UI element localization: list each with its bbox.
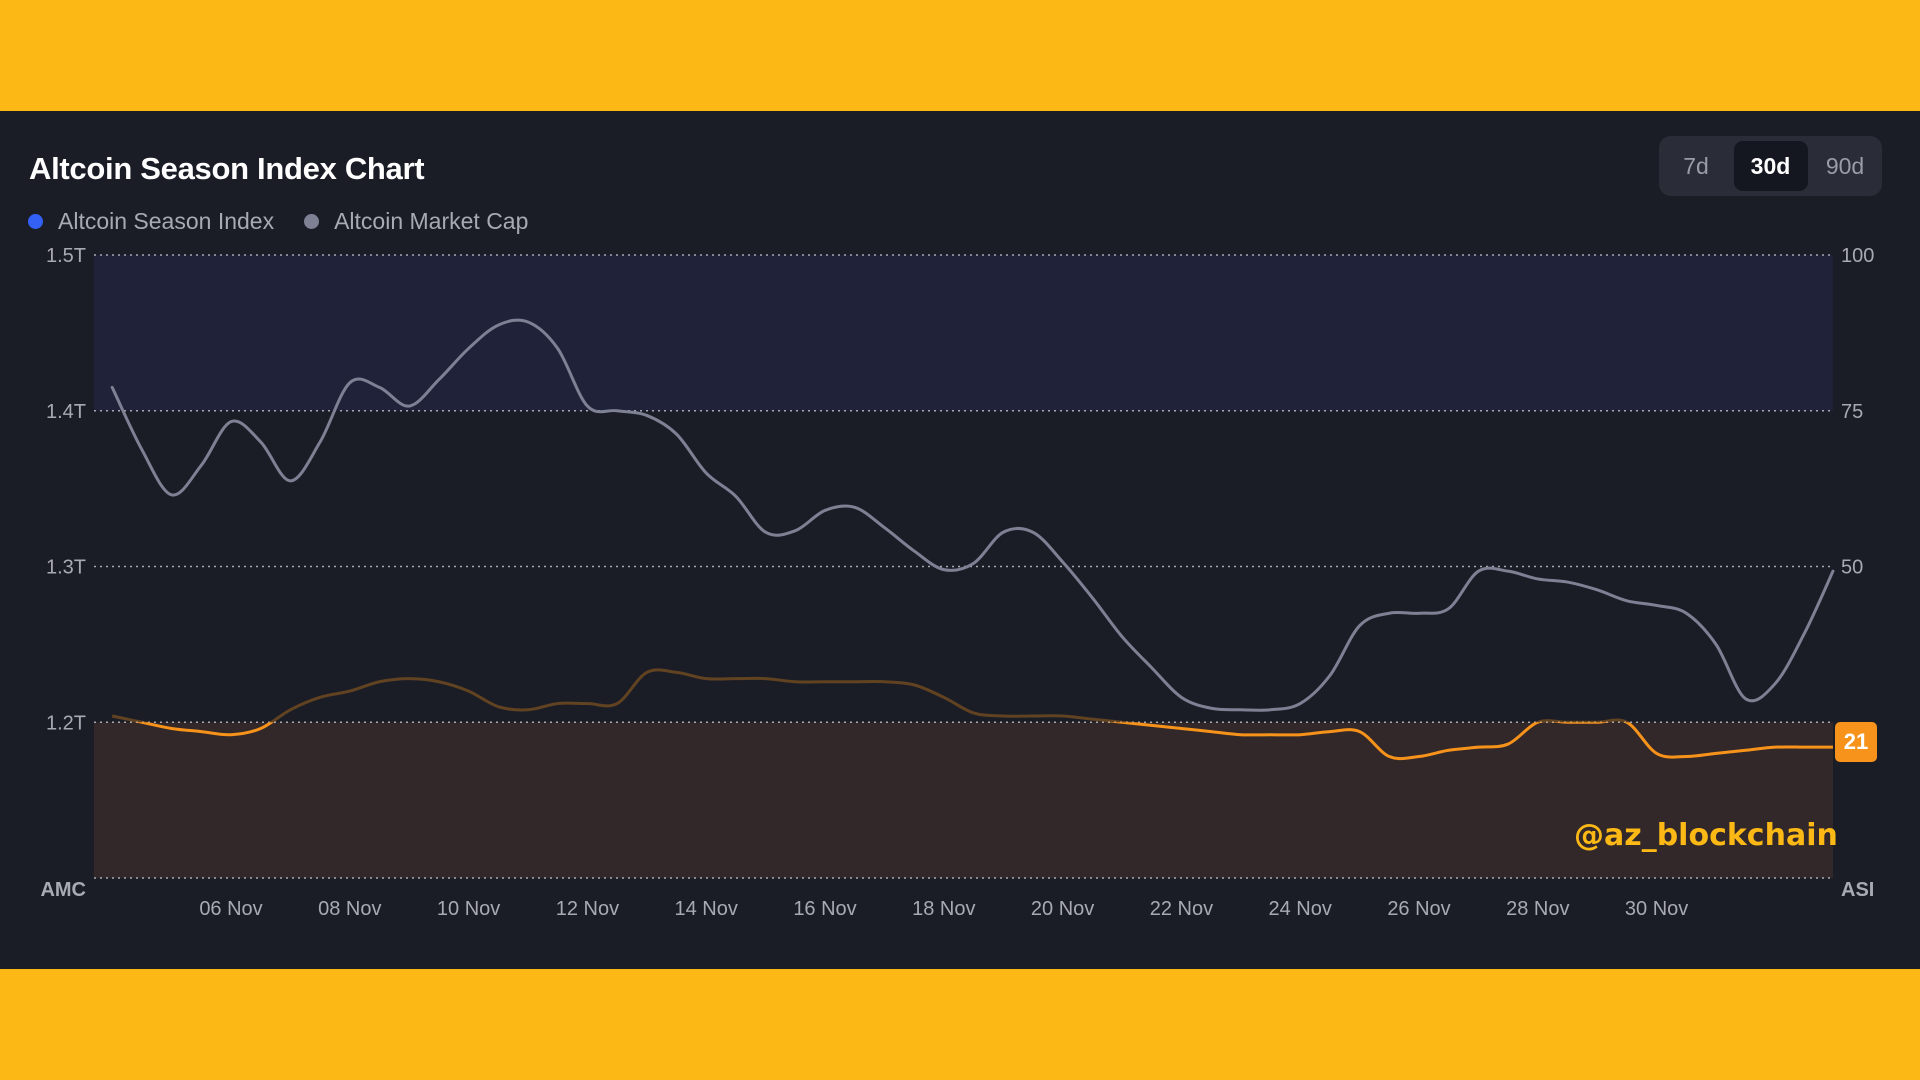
x-axis-tick-label: 06 Nov [199,898,262,920]
x-axis-tick-label: 30 Nov [1625,898,1688,920]
x-axis-tick-label: 20 Nov [1031,898,1094,920]
series-line-altcoin-season-index-dim [111,668,1630,723]
left-axis-tick-label: 1.2T [46,712,86,734]
left-axis-tick-label: 1.5T [46,245,86,267]
x-axis-tick-label: 12 Nov [556,898,619,920]
x-axis-tick-label: 28 Nov [1506,898,1569,920]
legend-label-market-cap: Altcoin Market Cap [334,208,529,234]
x-axis-tick-label: 18 Nov [912,898,975,920]
x-axis-tick-label: 10 Nov [437,898,500,920]
right-axis-tick-label: 75 [1841,401,1863,423]
x-axis-tick-label: 14 Nov [675,898,738,920]
legend-label-season-index: Altcoin Season Index [58,208,275,234]
legend-item-market-cap[interactable]: Altcoin Market Cap [304,208,528,235]
x-axis-tick-label: 26 Nov [1387,898,1450,920]
x-axis-tick-label: 24 Nov [1269,898,1332,920]
range-90d-button[interactable]: 90d [1825,152,1865,179]
watermark: @az_blockchain [1574,818,1838,853]
series-line-altcoin-market-cap [110,318,1835,712]
chart-title: Altcoin Season Index Chart [29,151,425,186]
bitcoin-season-zone [94,722,1833,878]
market-cap-dot-icon [304,214,320,229]
left-axis-tick-label: 1.4T [46,401,86,423]
season-index-dot-icon [28,214,43,229]
x-axis-tick-label: 22 Nov [1150,898,1213,920]
x-axis-tick-label: 08 Nov [318,898,381,920]
legend-item-season-index[interactable]: Altcoin Season Index [28,208,274,235]
x-axis-tick-label: 16 Nov [793,898,856,920]
time-range-selector: 7d 30d 90d [1659,136,1882,196]
range-7d-button[interactable]: 7d [1683,152,1709,179]
left-axis-tick-label: 1.3T [46,557,86,579]
chart-legend: Altcoin Season Index Altcoin Market Cap [28,208,558,235]
right-axis-label: ASI [1841,879,1874,901]
altcoin-season-zone [94,255,1833,411]
left-axis-label: AMC [40,879,86,901]
right-axis-tick-label: 50 [1841,557,1863,579]
right-axis-tick-label: 100 [1841,245,1874,267]
range-30d-button[interactable]: 30d [1733,141,1808,191]
current-index-badge: 21 [1835,722,1877,762]
